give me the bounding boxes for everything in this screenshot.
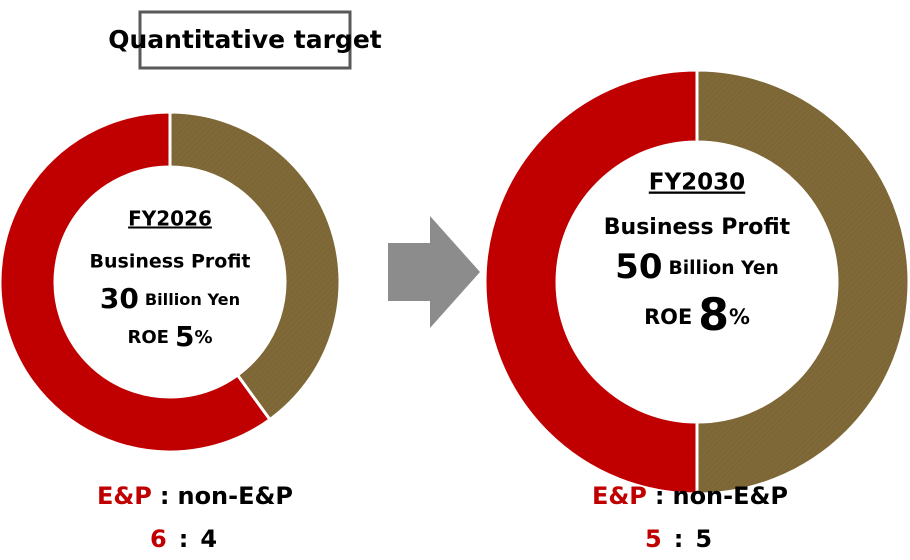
ratio-names: E&P: non-E&P: [592, 482, 788, 510]
legend-non-ep: non-E&P: [672, 482, 788, 510]
charts: FY2026 Business Profit 30 Billion Yen ROE 5% E…: [0, 68, 910, 553]
separator: :: [179, 525, 189, 553]
arrow: [388, 216, 480, 328]
profit: 50: [615, 247, 662, 287]
title-box: [138, 10, 352, 70]
roe-line: ROE 8%: [644, 290, 750, 341]
ratio-values: 5:5: [645, 525, 712, 553]
donut-chart: FY2030 Business Profit 50 Billion Yen ROE 8% E…: [483, 68, 910, 553]
roe: 5: [175, 320, 194, 353]
separator: :: [655, 482, 665, 510]
roe-label: ROE: [127, 327, 169, 348]
donut-slice: [695, 68, 910, 496]
roe-label: ROE: [644, 305, 692, 329]
donut-chart: FY2026 Business Profit 30 Billion Yen ROE 5% E…: [0, 110, 342, 553]
value-non-ep: 4: [200, 525, 217, 553]
donut-slice: [168, 110, 342, 422]
value-non-ep: 5: [695, 525, 712, 553]
legend-non-ep: non-E&P: [177, 482, 293, 510]
legend-ep: E&P: [592, 482, 647, 510]
value-ep: 6: [150, 525, 167, 553]
ratio-names: E&P: non-E&P: [97, 482, 293, 510]
legend-ep: E&P: [97, 482, 152, 510]
profit-unit: Billion Yen: [145, 290, 240, 309]
separator: :: [674, 525, 684, 553]
roe-unit: %: [729, 305, 750, 329]
title: Quantitative target: [108, 25, 382, 54]
period: FY2030: [649, 170, 745, 196]
profit-unit: Billion Yen: [669, 258, 779, 279]
separator: :: [160, 482, 170, 510]
profit-line: 50 Billion Yen: [615, 247, 779, 287]
ratio-values: 6:4: [150, 525, 217, 553]
donut-slice: [483, 68, 699, 496]
roe-unit: %: [194, 327, 212, 348]
profit: 30: [100, 282, 139, 315]
metric: Business Profit: [604, 215, 791, 240]
profit-line: 30 Billion Yen: [100, 282, 240, 315]
roe-line: ROE 5%: [127, 320, 212, 353]
roe: 8: [698, 290, 729, 341]
donut-slice: [0, 110, 273, 454]
value-ep: 5: [645, 525, 662, 553]
period: FY2026: [128, 207, 212, 231]
metric: Business Profit: [90, 251, 251, 273]
